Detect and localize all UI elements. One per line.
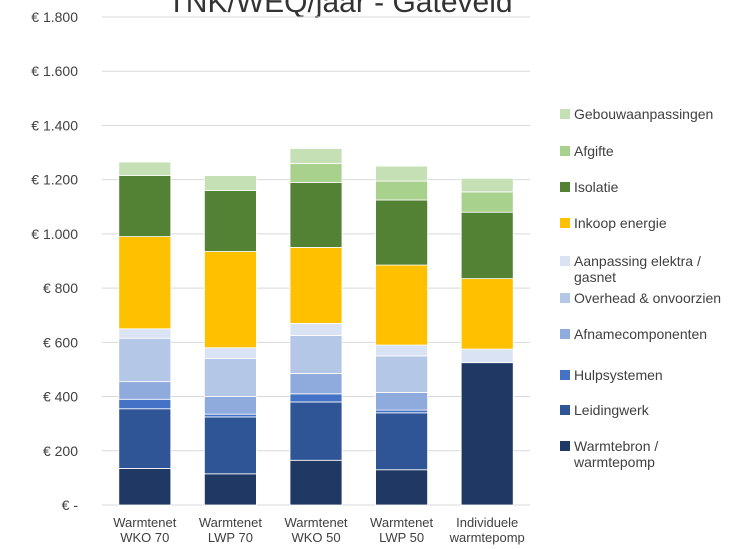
bar-segment <box>375 199 429 266</box>
bar-segment <box>289 335 343 374</box>
bar-segment <box>118 337 172 383</box>
legend-swatch <box>560 370 570 380</box>
bar-segment <box>289 373 343 395</box>
bar-segment <box>203 413 257 418</box>
bar-segment <box>460 211 514 280</box>
y-tick-label: € 1.600 <box>31 63 78 79</box>
bar-segment <box>289 148 343 164</box>
bar-segment <box>118 408 172 469</box>
x-category-label: Warmtenet WKO 50 <box>284 515 347 545</box>
y-tick-label: € 800 <box>43 280 78 296</box>
legend-swatch <box>560 218 570 228</box>
bar-segment <box>460 177 514 193</box>
x-category-label: Warmtenet WKO 70 <box>113 515 176 545</box>
legend-label: Leidingwerk <box>574 402 650 418</box>
bar-segment <box>118 328 172 339</box>
bar-segment <box>375 392 429 411</box>
bar-segment <box>375 355 429 393</box>
bar-segment <box>460 191 514 213</box>
bar-segment <box>289 247 343 324</box>
legend-label: Inkoop energie <box>574 215 667 231</box>
bar-segment <box>289 401 343 461</box>
x-category-label: Individuele warmtepomp <box>449 515 525 545</box>
bar-segment <box>203 347 257 359</box>
bar-segment <box>375 180 429 201</box>
x-category-label: Warmtenet LWP 70 <box>199 515 262 545</box>
legend-label: Afgifte <box>574 143 614 159</box>
legend-label: Hulpsystemen <box>574 367 663 383</box>
x-category-label: Warmtenet LWP 50 <box>370 515 433 545</box>
bar-segment <box>203 251 257 349</box>
bar-segment <box>289 322 343 336</box>
legend-swatch <box>560 441 570 451</box>
bar-segment <box>118 398 172 410</box>
chart-title: TNK/WEQ/jaar - Gateveld <box>167 0 513 19</box>
bar-segment <box>375 469 429 506</box>
y-tick-label: € - <box>62 497 79 513</box>
legend-label: Gebouwaanpassingen <box>574 106 713 122</box>
bar-segment <box>289 459 343 506</box>
bar-segment <box>118 175 172 238</box>
legend-swatch <box>560 293 570 303</box>
bar-segment <box>289 181 343 248</box>
legend-swatch <box>560 405 570 415</box>
bar-segment <box>118 236 172 330</box>
bar-segment <box>203 190 257 252</box>
legend-label: Aanpassing elektra / gasnet <box>574 253 701 285</box>
y-tick-label: € 1.200 <box>31 172 78 188</box>
bar-segment <box>375 409 429 414</box>
y-tick-label: € 1.800 <box>31 9 78 25</box>
bar-segment <box>460 362 514 506</box>
bar-segment <box>118 161 172 177</box>
bar-segment <box>203 358 257 397</box>
legend-swatch <box>560 146 570 156</box>
legend-swatch <box>560 256 570 266</box>
bar-segment <box>203 396 257 415</box>
legend-label: Overhead & onvoorzien <box>574 290 721 306</box>
bar-segment <box>118 381 172 400</box>
bar-segment <box>203 473 257 506</box>
bar-segment <box>375 412 429 471</box>
bar-segment <box>375 264 429 346</box>
y-tick-label: € 600 <box>43 334 78 350</box>
legend-swatch <box>560 109 570 119</box>
bar-segment <box>203 175 257 191</box>
y-tick-label: € 1.000 <box>31 226 78 242</box>
y-tick-label: € 1.400 <box>31 117 78 133</box>
legend-swatch <box>560 329 570 339</box>
bar-segment <box>375 344 429 357</box>
y-tick-label: € 200 <box>43 443 78 459</box>
bar-segment <box>118 467 172 506</box>
y-tick-label: € 400 <box>43 389 78 405</box>
legend-swatch <box>560 182 570 192</box>
bar-segment <box>289 393 343 403</box>
legend-label: Isolatie <box>574 179 619 195</box>
legend-label: Warmtebron / warmtepomp <box>573 438 658 470</box>
bar-segment <box>289 162 343 183</box>
bar-segment <box>460 348 514 364</box>
bar-segment <box>460 278 514 350</box>
bar-segment <box>203 416 257 475</box>
legend-label: Afnamecomponenten <box>574 326 707 342</box>
bar-segment <box>375 165 429 182</box>
